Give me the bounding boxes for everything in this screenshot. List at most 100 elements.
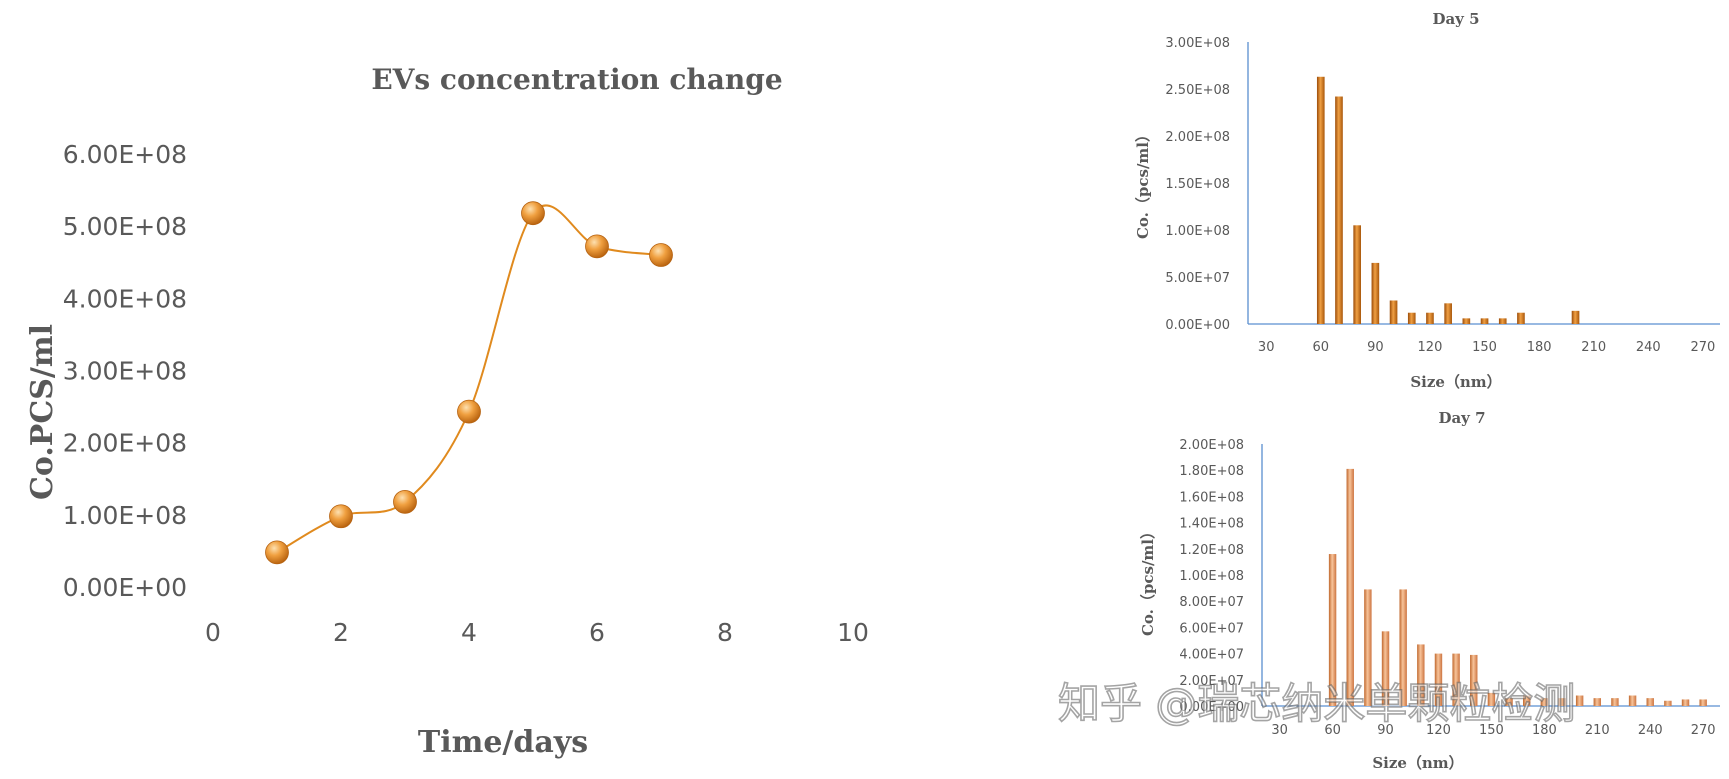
y-tick-label: 0.00E+00 xyxy=(1165,318,1230,333)
bar xyxy=(1399,589,1407,706)
y-tick-label: 0.00E+00 xyxy=(1179,700,1244,715)
y-tick-label: 1.00E+08 xyxy=(1179,569,1244,584)
x-tick-label: 150 xyxy=(1479,723,1504,738)
x-tick-label: 8 xyxy=(717,618,733,647)
data-point xyxy=(393,489,417,514)
chart-title: EVs concentration change xyxy=(371,63,782,96)
bar xyxy=(1505,698,1513,706)
y-tick-label: 5.00E+07 xyxy=(1165,271,1230,286)
y-tick-label: 2.00E+08 xyxy=(1179,438,1244,453)
x-tick-label: 30 xyxy=(1271,723,1288,738)
x-axis-label-day5: Size（nm） xyxy=(1410,373,1501,391)
bar xyxy=(1470,654,1478,706)
data-point xyxy=(521,201,545,226)
bar xyxy=(1575,695,1584,706)
bar xyxy=(1407,312,1416,324)
y-tick-label: 1.20E+08 xyxy=(1179,543,1244,558)
bar-chart-day7: Day 7 Size（nm） Co.（pcs/ml） 0.00E+00 2.00E… xyxy=(1139,409,1720,772)
series-line xyxy=(276,204,662,554)
plot-area-day7 xyxy=(1261,444,1720,707)
bar xyxy=(1628,695,1637,706)
bar xyxy=(1328,554,1337,706)
bar xyxy=(1335,96,1343,325)
bar xyxy=(1480,318,1489,324)
y-tick-labels-day7: 0.00E+00 2.00E+07 4.00E+07 6.00E+07 8.00E+07… xyxy=(1179,438,1244,715)
y-tick-label: 2.00E+08 xyxy=(63,429,187,458)
data-point xyxy=(457,399,481,424)
x-tick-label: 180 xyxy=(1532,723,1557,738)
y-tick-label: 1.00E+08 xyxy=(1165,224,1230,239)
bar xyxy=(1699,699,1707,706)
data-point xyxy=(585,234,609,259)
x-tick-label: 10 xyxy=(837,618,869,647)
y-tick-label: 2.00E+07 xyxy=(1179,674,1244,689)
line-chart: EVs concentration change Time/days Co.PC… xyxy=(25,63,869,760)
x-tick-label: 150 xyxy=(1472,340,1497,355)
y-tick-label: 4.00E+08 xyxy=(63,284,187,313)
y-tick-labels: 0.00E+00 1.00E+08 2.00E+08 3.00E+08 4.00E+08… xyxy=(63,140,187,602)
x-tick-label: 30 xyxy=(1258,340,1275,355)
bar xyxy=(1664,700,1672,706)
chart-title-day7: Day 7 xyxy=(1438,409,1485,427)
y-tick-label: 1.50E+08 xyxy=(1165,177,1230,192)
bar xyxy=(1487,692,1496,706)
x-tick-label: 90 xyxy=(1367,340,1384,355)
x-tick-label: 270 xyxy=(1691,723,1716,738)
bar xyxy=(1381,631,1390,706)
y-tick-label: 3.00E+08 xyxy=(63,357,187,386)
chart-title-day5: Day 5 xyxy=(1432,10,1479,28)
y-tick-label: 2.00E+08 xyxy=(1165,130,1230,145)
x-tick-label: 120 xyxy=(1418,340,1443,355)
bar xyxy=(1540,698,1549,706)
bar xyxy=(1681,699,1690,706)
bar xyxy=(1452,653,1460,706)
bar xyxy=(1364,589,1372,706)
bar xyxy=(1462,318,1471,324)
bar xyxy=(1444,303,1452,324)
x-tick-label: 6 xyxy=(589,618,605,647)
x-axis-label: Time/days xyxy=(418,725,588,760)
bar xyxy=(1389,300,1398,324)
bar xyxy=(1417,644,1425,706)
y-tick-label: 1.60E+08 xyxy=(1179,490,1244,505)
bar xyxy=(1434,653,1443,706)
y-axis-label-day5: Co.（pcs/ml） xyxy=(1134,127,1152,239)
bar xyxy=(1571,310,1580,324)
y-tick-label: 1.00E+08 xyxy=(63,501,187,530)
data-point xyxy=(329,504,353,529)
x-tick-labels-day5: 30 60 90 120 150 180 210 240 270 xyxy=(1258,340,1715,355)
x-tick-label: 180 xyxy=(1527,340,1552,355)
y-tick-label: 1.80E+08 xyxy=(1179,464,1244,479)
y-tick-label: 2.50E+08 xyxy=(1165,83,1230,98)
y-tick-label: 6.00E+08 xyxy=(63,140,187,169)
y-tick-label: 6.00E+07 xyxy=(1179,621,1244,636)
x-tick-labels: 0 2 4 6 8 10 xyxy=(205,618,869,647)
y-axis-label-day7: Co.（pcs/ml） xyxy=(1139,524,1157,636)
bar xyxy=(1346,468,1354,706)
x-axis-label-day7: Size（nm） xyxy=(1372,754,1463,772)
bar xyxy=(1316,76,1325,324)
bar xyxy=(1371,262,1380,324)
bar xyxy=(1646,698,1654,706)
x-tick-label: 2 xyxy=(333,618,349,647)
x-tick-label: 120 xyxy=(1426,723,1451,738)
bar xyxy=(1426,312,1434,324)
plot-area-day5 xyxy=(1247,42,1720,325)
y-tick-label: 3.00E+08 xyxy=(1165,36,1230,51)
bar xyxy=(1558,698,1566,706)
x-tick-label: 0 xyxy=(205,618,221,647)
x-tick-label: 60 xyxy=(1324,723,1341,738)
y-tick-labels-day5: 0.00E+00 5.00E+07 1.00E+08 1.50E+08 2.00E+08… xyxy=(1165,36,1230,333)
bar xyxy=(1353,225,1361,324)
y-tick-label: 4.00E+07 xyxy=(1179,648,1244,663)
x-tick-label: 270 xyxy=(1690,340,1715,355)
x-tick-labels-day7: 30 60 90 120 150 180 210 240 270 xyxy=(1271,723,1715,738)
x-tick-label: 210 xyxy=(1585,723,1610,738)
y-axis-label: Co.PCS/ml xyxy=(25,324,60,500)
y-tick-label: 8.00E+07 xyxy=(1179,595,1244,610)
x-tick-label: 4 xyxy=(461,618,477,647)
bar xyxy=(1523,695,1531,706)
plot-area xyxy=(265,201,673,565)
bar xyxy=(1611,698,1619,706)
